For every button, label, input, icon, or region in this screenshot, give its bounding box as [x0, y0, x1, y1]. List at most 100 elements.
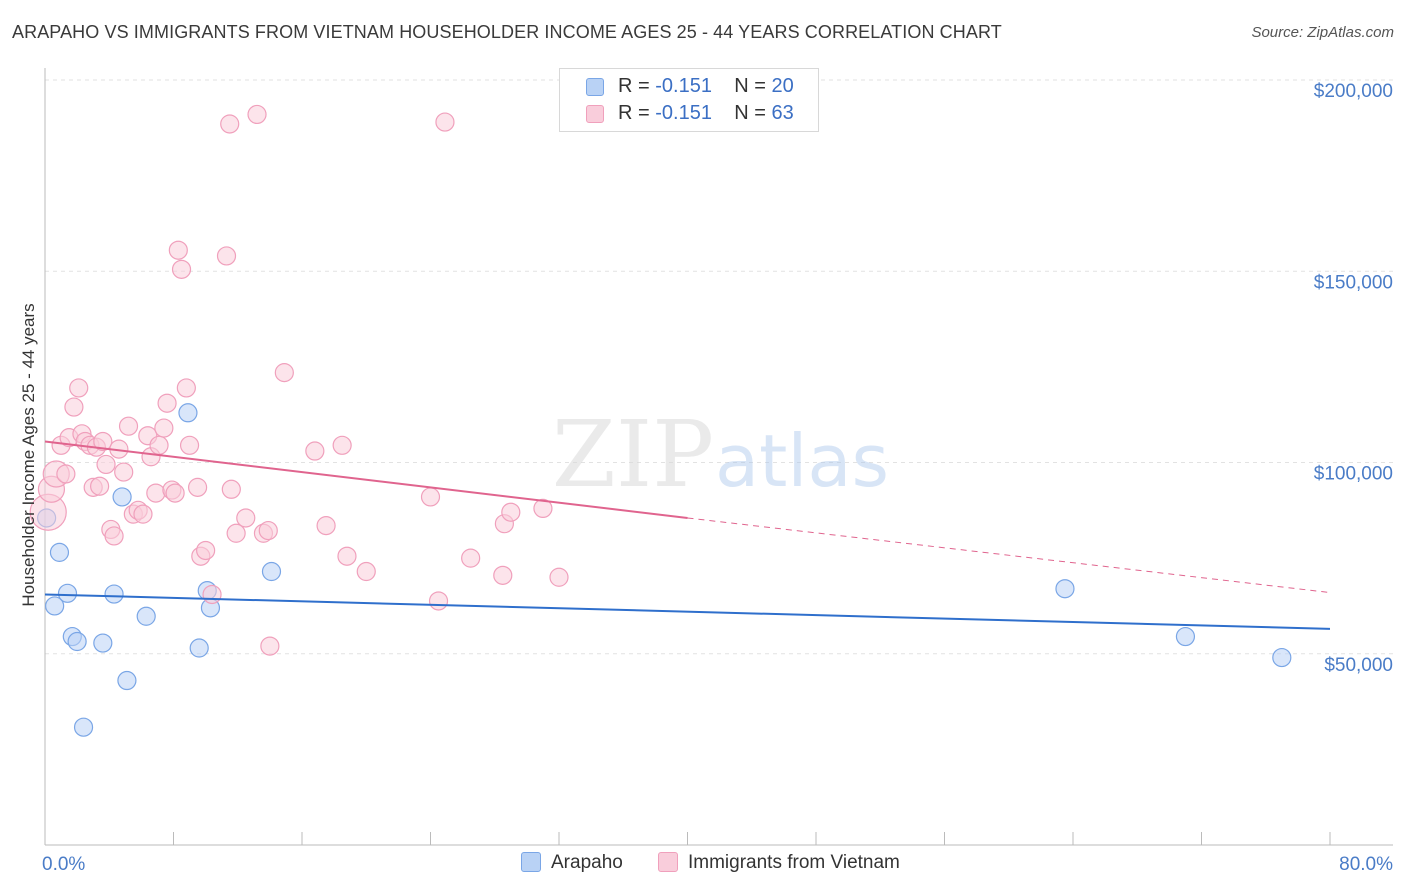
point-vietnam	[274, 363, 294, 383]
x-tick-min: 0.0%	[42, 854, 85, 875]
trend-line-vietnam-extension	[687, 517, 1331, 594]
point-vietnam	[114, 462, 134, 482]
point-arapaho	[49, 542, 70, 562]
point-arapaho	[67, 631, 87, 652]
stats-legend: R = -0.151 N = 20 R = -0.151 N = 63	[559, 68, 819, 132]
point-vietnam	[428, 591, 449, 611]
legend-text-arapaho: R = -0.151 N = 20	[618, 75, 794, 98]
point-vietnam	[221, 479, 241, 499]
y-tick-label: $100,000	[1314, 464, 1393, 485]
point-vietnam	[501, 502, 521, 522]
point-arapaho	[189, 638, 209, 658]
point-vietnam	[216, 246, 237, 266]
series-label-arapaho: Arapaho	[551, 852, 623, 873]
point-vietnam	[56, 464, 76, 484]
point-vietnam	[187, 477, 208, 497]
legend-n-value: 63	[771, 102, 794, 124]
watermark-zip: ZIP	[552, 401, 714, 508]
series-legend-vietnam: Immigrants from Vietnam	[658, 852, 900, 874]
point-vietnam	[90, 476, 110, 496]
trend-line-arapaho	[44, 593, 1331, 630]
point-vietnam	[332, 435, 352, 455]
point-vietnam	[226, 523, 246, 543]
point-vietnam	[96, 454, 116, 475]
point-arapaho	[1055, 579, 1075, 599]
point-vietnam	[260, 636, 280, 656]
point-vietnam	[165, 483, 185, 503]
point-arapaho	[261, 561, 282, 582]
chart-title: ARAPAHO VS IMMIGRANTS FROM VIETNAM HOUSE…	[12, 22, 1002, 42]
trend-lines	[44, 440, 1331, 630]
point-vietnam	[64, 397, 84, 417]
y-tick-label: $150,000	[1314, 272, 1393, 293]
legend-r-value: -0.151	[655, 102, 712, 124]
point-vietnam	[149, 435, 169, 455]
point-vietnam	[171, 259, 192, 279]
y-tick-label: $50,000	[1324, 655, 1393, 676]
point-vietnam	[533, 498, 553, 518]
point-vietnam	[202, 584, 222, 605]
x-tick-max: 80.0%	[1339, 854, 1393, 875]
point-vietnam	[146, 483, 166, 503]
legend-text-vietnam: R = -0.151 N = 63	[618, 102, 794, 125]
axes	[44, 68, 1393, 846]
point-vietnam	[133, 504, 153, 524]
legend-r-label: R =	[618, 75, 650, 97]
gridlines	[45, 79, 1393, 655]
point-vietnam	[258, 520, 278, 541]
point-vietnam	[549, 567, 569, 587]
watermark-atlas: atlas	[715, 419, 889, 503]
series-swatch-vietnam	[658, 852, 678, 872]
point-arapaho	[45, 596, 65, 616]
point-vietnam	[154, 418, 174, 438]
point-vietnam	[493, 565, 513, 585]
point-vietnam	[247, 104, 267, 125]
point-vietnam	[461, 548, 481, 568]
point-arapaho	[1272, 647, 1292, 668]
legend-swatch-vietnam	[586, 105, 604, 123]
point-vietnam	[420, 487, 441, 507]
legend-r-value: -0.151	[655, 75, 712, 97]
point-arapaho	[178, 403, 198, 423]
legend-n-label: N =	[734, 75, 766, 97]
point-arapaho	[93, 633, 113, 653]
point-vietnam	[356, 561, 376, 582]
point-vietnam	[157, 393, 177, 413]
watermark: ZIP atlas	[552, 401, 889, 508]
legend-n-value: 20	[771, 75, 794, 97]
chart-source: Source: ZipAtlas.com	[1251, 24, 1394, 41]
legend-n-label: N =	[734, 102, 766, 124]
point-arapaho	[1175, 626, 1196, 647]
point-arapaho	[57, 583, 78, 603]
point-arapaho	[136, 606, 156, 626]
series-swatch-arapaho	[521, 852, 541, 872]
legend-swatch-arapaho	[586, 78, 604, 96]
point-arapaho	[117, 670, 137, 691]
trend-line-vietnam	[44, 440, 688, 519]
series-legend-arapaho: Arapaho	[521, 852, 623, 874]
point-vietnam	[316, 516, 336, 536]
point-vietnam	[179, 435, 200, 455]
point-vietnam	[337, 546, 357, 566]
point-vietnam	[196, 540, 216, 561]
point-vietnam	[176, 378, 196, 398]
point-vietnam	[236, 508, 256, 528]
y-axis-label: Householder Income Ages 25 - 44 years	[19, 303, 38, 606]
data-points	[29, 104, 1292, 737]
point-arapaho	[73, 717, 94, 737]
point-vietnam	[118, 416, 139, 436]
point-arapaho	[112, 487, 132, 507]
point-vietnam	[435, 112, 455, 132]
point-vietnam	[104, 526, 124, 546]
point-vietnam	[220, 114, 240, 134]
point-vietnam	[305, 441, 325, 461]
legend-r-label: R =	[618, 102, 650, 124]
series-label-vietnam: Immigrants from Vietnam	[688, 852, 900, 873]
point-vietnam	[69, 378, 89, 398]
point-arapaho	[104, 584, 124, 604]
point-vietnam	[168, 240, 188, 260]
y-tick-labels: $50,000 $100,000 $150,000 $200,000	[1314, 81, 1393, 676]
point-vietnam	[93, 431, 113, 452]
y-tick-label: $200,000	[1314, 81, 1393, 102]
